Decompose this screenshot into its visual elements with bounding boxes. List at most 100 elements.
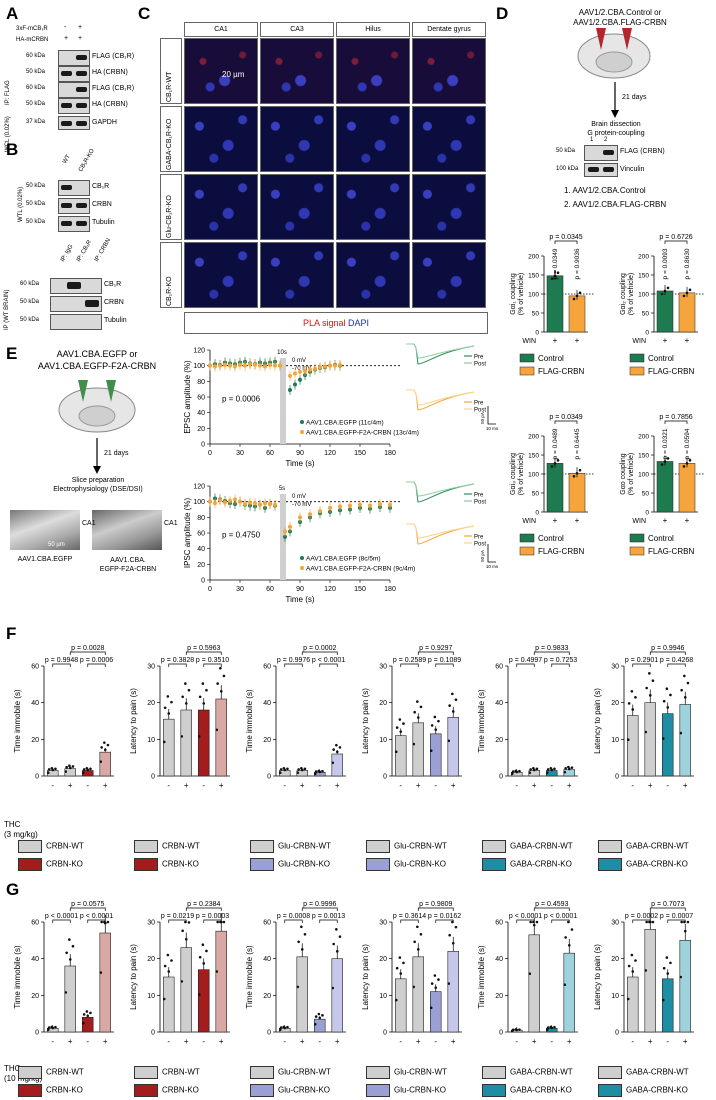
data-point	[298, 515, 302, 520]
tick-label: 0	[499, 774, 503, 781]
tick-label: 60	[266, 586, 274, 593]
data-point	[437, 978, 440, 981]
band-label: HA (CRBN)	[92, 69, 128, 76]
bar	[331, 753, 343, 777]
legend-item: GABA-CRBN-WT	[598, 840, 689, 853]
bar	[662, 713, 674, 777]
sign-label: -	[399, 781, 402, 790]
data-point	[288, 387, 292, 392]
plus-label: +	[575, 336, 580, 345]
y-axis-label: Gαi₁ coupling(% of vehicle)	[510, 273, 525, 315]
ip-wt-brain-label: IP (WT BRAIN)	[4, 289, 10, 330]
sign-label: +	[219, 1037, 224, 1046]
significance-bracket	[516, 663, 535, 667]
p-value: p = 0.3614	[393, 913, 426, 920]
bar	[331, 958, 343, 1033]
data-point	[515, 770, 519, 774]
legend-item: Glu-CRBN-KO	[366, 1084, 446, 1097]
data-point	[243, 363, 247, 368]
tick-label: 30	[379, 664, 387, 671]
legend-swatch	[134, 840, 158, 853]
data-point	[665, 956, 669, 959]
significance-bracket	[203, 919, 222, 923]
tick-label: 40	[263, 956, 271, 963]
tick-label: 60	[263, 664, 271, 671]
micrograph	[412, 38, 486, 104]
sign-label: -	[666, 1037, 669, 1046]
band	[76, 103, 87, 108]
tick-label: 0	[535, 510, 539, 517]
electrophysiology-charts: 0 20 40 60 80 100 120 0 30 60 90 120 150 180 10s 0 mV -7…	[183, 348, 419, 605]
ip-col: IP: CB₁R	[76, 239, 94, 263]
tick-label: 90	[296, 586, 304, 593]
tick-label: 20	[379, 956, 387, 963]
dapi-label: DAPI	[348, 318, 370, 328]
data-point	[215, 970, 219, 973]
bar	[656, 290, 674, 333]
kda-label: 60 kDa	[20, 281, 40, 287]
data-point	[333, 363, 337, 368]
legend-swatch	[134, 858, 158, 871]
y-axis-label-line: (% of vehicle)	[628, 453, 635, 495]
data-point	[545, 771, 549, 774]
data-point	[318, 770, 322, 774]
tick-label: 90	[296, 450, 304, 457]
legend-label: Glu-CRBN-WT	[278, 841, 331, 851]
legend-item: CRBN-KO	[18, 1084, 83, 1097]
legend-label: Glu-CRBN-KO	[394, 859, 447, 869]
legend-label: Pre	[474, 535, 484, 541]
data-point	[181, 695, 184, 699]
legend-swatch	[366, 1066, 390, 1079]
data-point	[518, 769, 521, 773]
tick-label: 10	[611, 737, 619, 744]
legend-label: Post	[474, 542, 486, 548]
data-point	[166, 953, 170, 957]
data-point	[663, 289, 667, 293]
stim-label: 5s	[279, 486, 285, 492]
data-point	[688, 459, 692, 462]
significance-bracket	[168, 663, 187, 667]
image-caption: AAV1.CBA. EGFP-F2A-CRBN	[99, 557, 157, 573]
sign-label: +	[300, 781, 305, 790]
data-point	[283, 768, 287, 772]
legend-swatch	[629, 533, 645, 543]
tick-label: 0	[267, 1030, 271, 1037]
blot-strip	[50, 314, 102, 330]
bar-chart: 0 20 40 60 - + - + Time immobile (s) p = 0.4593 p …	[477, 901, 578, 1046]
p-value: p = 0.4268	[660, 657, 693, 664]
tick-label: 20	[263, 993, 271, 1000]
data-point	[218, 363, 222, 368]
y-axis-label-line: (% of vehicle)	[518, 273, 525, 315]
y-axis-label: Time immobile (s)	[13, 689, 22, 753]
legend-label: Post	[474, 408, 486, 414]
sign: +	[78, 24, 83, 31]
tick-label: 40	[263, 700, 271, 707]
significance-bracket	[319, 663, 338, 667]
data-point	[278, 363, 282, 368]
bar-chart: 0 10 20 30 - + - + Latency to pain (s) p = 0.9297…	[361, 645, 462, 790]
p-value: p = 0.0349	[552, 248, 559, 279]
bar	[163, 718, 175, 777]
data-point	[451, 941, 455, 945]
sign: -	[64, 24, 67, 31]
sign-label: -	[515, 1037, 518, 1046]
data-point	[682, 294, 686, 298]
legend-item: GABA-CRBN-WT	[482, 840, 573, 853]
band	[61, 185, 72, 190]
data-point	[106, 920, 110, 924]
bar	[395, 735, 407, 777]
ip-col: IP: CRBN	[94, 237, 113, 263]
band-label: Tubulin	[92, 219, 115, 226]
data-point	[51, 768, 55, 772]
win-label: WIN	[632, 518, 646, 525]
data-point	[268, 502, 272, 507]
p-value: p = 0.5963	[187, 645, 220, 652]
data-point	[430, 982, 434, 985]
data-point	[335, 928, 338, 931]
data-point	[213, 364, 217, 369]
data-point	[65, 951, 68, 955]
p-value: p < 0.0001	[80, 913, 113, 920]
data-point	[318, 365, 322, 370]
data-point	[402, 722, 405, 725]
bar	[99, 932, 111, 1033]
